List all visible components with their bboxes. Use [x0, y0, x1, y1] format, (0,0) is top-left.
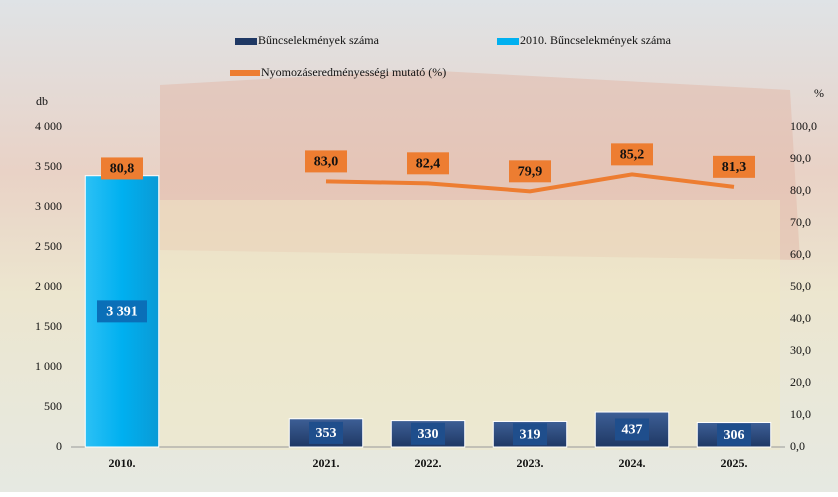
y2-tick-label: 70,0 — [790, 215, 811, 229]
y-axis-title: db — [36, 94, 48, 108]
data-label: 3 391 — [106, 305, 138, 320]
data-label-box — [513, 423, 547, 446]
y-tick-label: 0 — [56, 439, 62, 453]
legend-swatch — [230, 70, 260, 76]
background-building — [160, 200, 780, 450]
x-tick-label: 2021. — [313, 456, 340, 470]
legend-label: Nyomozáseredményességi mutató (%) — [261, 65, 446, 79]
data-label-box — [611, 143, 653, 166]
data-label: 81,3 — [722, 160, 747, 175]
y-tick-label: 500 — [44, 399, 62, 413]
y2-tick-label: 50,0 — [790, 279, 811, 293]
y-tick-label: 2 500 — [35, 239, 62, 253]
data-label: 82,4 — [416, 157, 441, 172]
y2-axis-title: % — [814, 86, 824, 100]
y2-tick-label: 80,0 — [790, 183, 811, 197]
x-tick-label: 2025. — [721, 456, 748, 470]
y2-tick-label: 40,0 — [790, 311, 811, 325]
legend-swatch — [235, 38, 257, 45]
x-tick-label: 2022. — [415, 456, 442, 470]
data-label-box — [717, 423, 751, 446]
y2-tick-label: 0,0 — [790, 439, 805, 453]
data-label-box — [305, 150, 347, 173]
data-label-box — [509, 160, 551, 183]
y2-tick-label: 100,0 — [790, 119, 817, 133]
y-tick-label: 3 000 — [35, 199, 62, 213]
data-label-box — [101, 157, 143, 180]
data-label: 330 — [418, 427, 439, 442]
data-label: 319 — [520, 427, 541, 442]
line — [325, 172, 735, 194]
legend-label: 2010. Bűncselekmények száma — [520, 33, 672, 47]
y-tick-label: 2 000 — [35, 279, 62, 293]
y-tick-label: 3 500 — [35, 159, 62, 173]
legend-swatch — [497, 38, 519, 45]
x-tick-label: 2024. — [619, 456, 646, 470]
y-tick-label: 1 000 — [35, 359, 62, 373]
y2-tick-label: 10,0 — [790, 407, 811, 421]
data-label: 353 — [316, 426, 337, 441]
data-label-box — [309, 421, 343, 444]
data-label-box — [411, 422, 445, 445]
legend-label: Bűncselekmények száma — [258, 33, 380, 47]
data-label: 79,9 — [518, 165, 543, 180]
y-tick-label: 4 000 — [35, 119, 62, 133]
y2-tick-label: 60,0 — [790, 247, 811, 261]
x-tick-label: 2010. — [109, 456, 136, 470]
y2-tick-label: 30,0 — [790, 343, 811, 357]
data-label-box — [97, 300, 147, 323]
y2-tick-label: 90,0 — [790, 151, 811, 165]
x-tick-label: 2023. — [517, 456, 544, 470]
data-label: 83,0 — [314, 155, 339, 170]
y-tick-label: 1 500 — [35, 319, 62, 333]
data-label-box — [713, 155, 755, 178]
y2-tick-label: 20,0 — [790, 375, 811, 389]
data-label: 306 — [724, 428, 745, 443]
data-label-box — [407, 152, 449, 175]
data-label: 80,8 — [110, 162, 135, 177]
data-label-box — [615, 418, 649, 441]
data-label: 85,2 — [620, 148, 645, 163]
data-label: 437 — [622, 423, 643, 438]
